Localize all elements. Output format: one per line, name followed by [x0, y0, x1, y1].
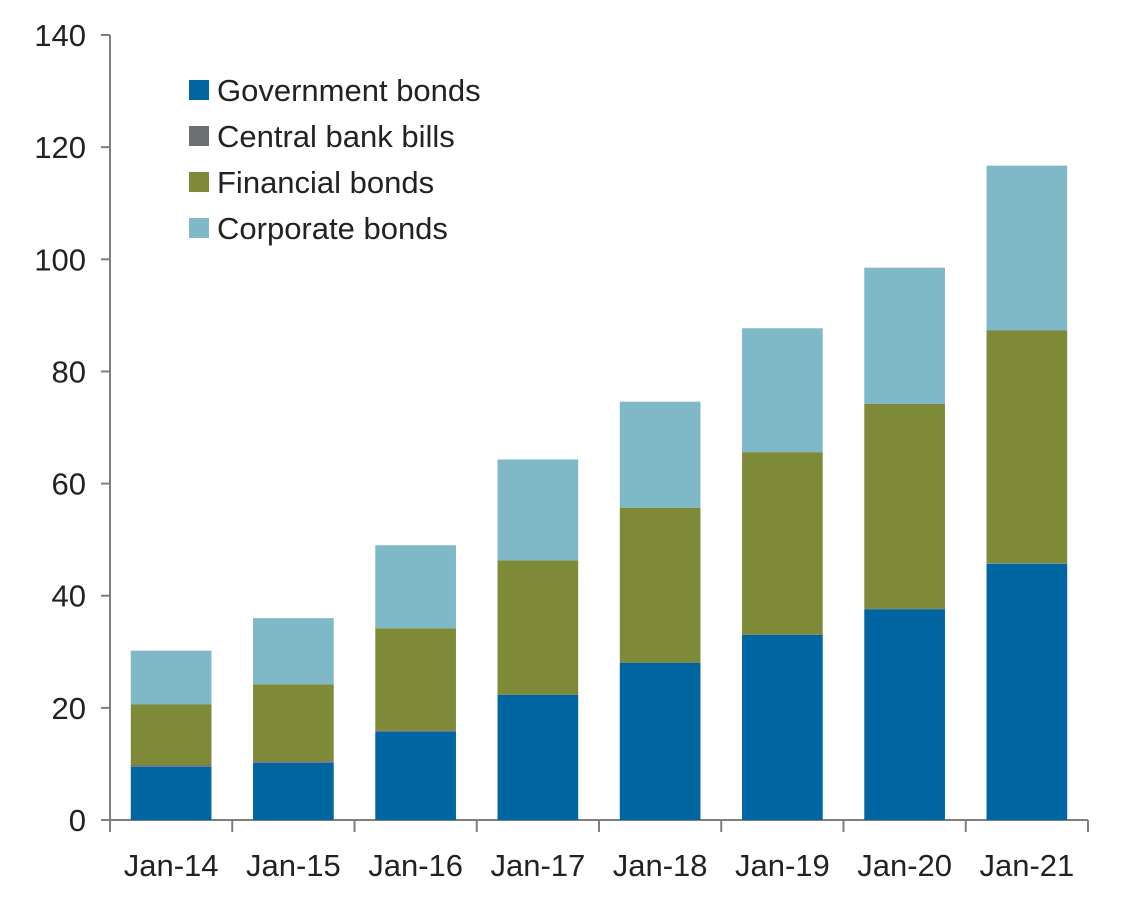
- y-tick-label: 80: [52, 354, 86, 389]
- bar-segment-financial-bonds: [253, 684, 334, 762]
- y-tick-label: 40: [52, 579, 86, 614]
- bar-segment-corporate-bonds: [742, 328, 823, 453]
- legend-swatch: [189, 172, 209, 192]
- bar-segment-government-bonds: [742, 634, 823, 820]
- bar-segment-financial-bonds: [619, 507, 701, 663]
- legend-label: Financial bonds: [217, 165, 434, 200]
- bar-segment-financial-bonds: [864, 403, 945, 609]
- bar-segment-central-bank-bills: [742, 634, 823, 635]
- x-axis: Jan-14 Jan-15 Jan-16 Jan-17 Jan-18 Jan-19 Jan-…: [109, 819, 1089, 883]
- bar-segment-corporate-bonds: [375, 545, 456, 629]
- bar-segment-corporate-bonds: [864, 267, 945, 404]
- bar-segment-corporate-bonds: [986, 165, 1068, 331]
- bar-segment-central-bank-bills: [619, 662, 701, 663]
- bar-segment-government-bonds: [497, 694, 579, 820]
- bar-segment-financial-bonds: [130, 704, 212, 766]
- bar-segment-financial-bonds: [742, 452, 823, 635]
- x-tick-label: Jan-18: [613, 848, 708, 883]
- x-tick-label: Jan-14: [124, 848, 219, 883]
- x-tick-label: Jan-15: [246, 848, 341, 883]
- bar-segment-central-bank-bills: [864, 608, 945, 610]
- x-tick-label: Jan-16: [368, 848, 463, 883]
- legend-label: Corporate bonds: [217, 211, 448, 246]
- bar-segment-government-bonds: [375, 731, 456, 820]
- bar-segment-central-bank-bills: [130, 765, 212, 767]
- bar-stacks: [130, 165, 1068, 820]
- legend-label: Central bank bills: [217, 119, 455, 154]
- bar-segment-central-bank-bills: [375, 730, 456, 732]
- legend-swatch: [189, 80, 209, 100]
- bar-segment-central-bank-bills: [986, 563, 1068, 564]
- bar-segment-financial-bonds: [375, 628, 456, 731]
- y-tick-label: 120: [34, 130, 86, 165]
- x-tick-label: Jan-19: [735, 848, 830, 883]
- y-tick-label: 20: [52, 691, 86, 726]
- x-tick-label: Jan-17: [490, 848, 585, 883]
- legend: Government bonds Central bank bills Financ…: [189, 73, 481, 246]
- y-tick-label: 140: [34, 18, 86, 53]
- bar-segment-corporate-bonds: [253, 618, 334, 685]
- bar-segment-central-bank-bills: [497, 694, 579, 695]
- bar-segment-government-bonds: [130, 766, 212, 820]
- x-tick-label: Jan-21: [979, 848, 1074, 883]
- bar-segment-corporate-bonds: [619, 401, 701, 508]
- bar-segment-government-bonds: [986, 563, 1068, 820]
- y-tick-label: 60: [52, 467, 86, 502]
- legend-swatch: [189, 218, 209, 238]
- bar-segment-government-bonds: [253, 762, 334, 820]
- y-axis: 0 20 40 60 80 100 120 140: [34, 18, 111, 838]
- legend-label: Government bonds: [217, 73, 481, 108]
- y-tick-label: 100: [34, 242, 86, 277]
- bar-segment-financial-bonds: [986, 330, 1068, 564]
- x-tick-label: Jan-20: [857, 848, 952, 883]
- bar-segment-corporate-bonds: [497, 459, 579, 561]
- bar-segment-corporate-bonds: [130, 650, 212, 705]
- bar-segment-financial-bonds: [497, 560, 579, 695]
- bar-segment-government-bonds: [864, 609, 945, 820]
- bar-segment-government-bonds: [619, 663, 701, 820]
- legend-swatch: [189, 126, 209, 146]
- y-tick-label: 0: [69, 803, 86, 838]
- bar-segment-central-bank-bills: [253, 761, 334, 763]
